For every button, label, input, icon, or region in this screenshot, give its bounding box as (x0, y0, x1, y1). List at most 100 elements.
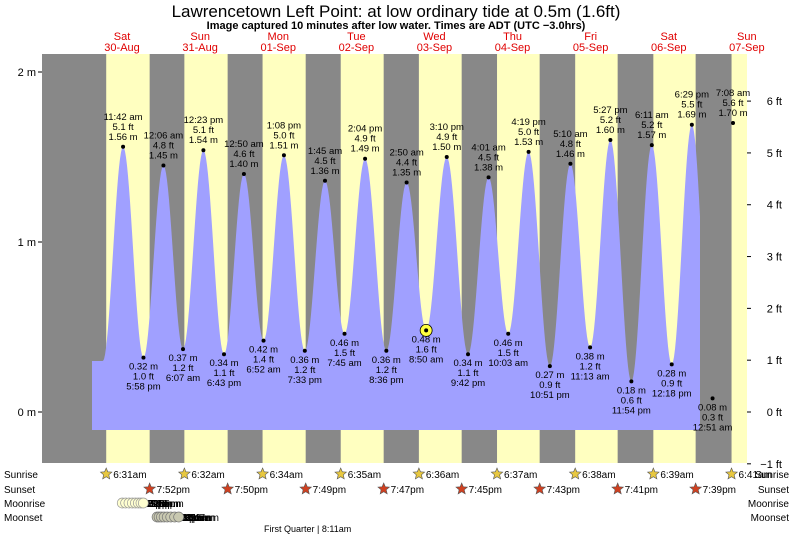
tide-label: 12:51 am (693, 422, 733, 433)
day-name: Sun (190, 31, 210, 43)
tide-point (181, 347, 186, 352)
tide-label: 4.6 ft (233, 149, 254, 160)
tide-label: 2:04 pm (348, 124, 382, 135)
tide-point (302, 348, 307, 353)
sunrise-row-label-right: Sunrise (755, 470, 789, 481)
day-name: Thu (503, 31, 522, 43)
tide-label: 6:07 am (166, 373, 200, 384)
sunrise-icon (334, 467, 348, 480)
low-tide-mark: 0.37 m1.2 ft6:07 am (166, 347, 200, 384)
day-name: Tue (347, 31, 366, 43)
right-tick-label: 2 ft (767, 303, 782, 315)
tide-label: 8:36 pm (369, 375, 403, 386)
sunset-icon (611, 482, 625, 495)
high-tide-mark: 3:10 pm4.9 ft1.50 m (430, 122, 464, 159)
low-tide-mark: 0.36 m1.2 ft7:33 pm (288, 348, 322, 386)
sunrise-icon (568, 467, 582, 480)
low-tide-mark: 0.42 m1.4 ft6:52 am (246, 338, 281, 376)
high-tide-mark: 5:27 pm5.2 ft1.60 m (593, 105, 628, 142)
tide-label: 0.6 ft (621, 395, 642, 406)
sunrise-icon (412, 467, 426, 480)
tide-label: 1.2 ft (172, 363, 193, 374)
day-date: 02-Sep (339, 42, 374, 54)
tide-point (710, 396, 715, 401)
tide-label: 6:43 pm (207, 378, 241, 389)
low-tide-mark: 0.32 m1.0 ft5:58 pm (126, 355, 161, 393)
high-tide-mark: 6:11 am5.2 ft1.57 m (635, 110, 669, 148)
sunset-time: 7:43pm (547, 485, 580, 496)
sunrise-icon (490, 467, 504, 480)
tide-label: 5.1 ft (113, 122, 134, 133)
tide-point (689, 122, 694, 127)
day-date: 04-Sep (495, 42, 530, 54)
day-name: Sun (737, 31, 757, 43)
astro-row-labels: Sunrise Sunset Moonrise Moonset Sunrise … (4, 470, 789, 524)
day-name: Fri (584, 31, 597, 43)
sunrise-time: 6:34am (270, 470, 303, 481)
tide-label: 9:42 pm (451, 378, 485, 389)
left-tick-label: 1 m (18, 237, 36, 249)
high-tide-mark: 6:29 pm5.5 ft1.69 m (675, 90, 709, 127)
tide-label: 2:50 am (389, 148, 423, 159)
tide-label: 1.49 m (351, 144, 380, 155)
day-name: Sat (114, 31, 131, 43)
tide-label: 0.38 m (576, 351, 605, 362)
high-tide-mark: 5:10 am4.8 ft1.46 m (553, 129, 588, 166)
tide-label: 4.9 ft (355, 134, 376, 145)
daylight-band (731, 54, 747, 463)
high-tide-mark: 12:06 am4.8 ft1.45 m (144, 131, 183, 168)
tide-label: 1.1 ft (213, 368, 234, 379)
sunrise-time: 6:38am (582, 470, 615, 481)
tide-label: 5.5 ft (681, 100, 702, 111)
moonset-icon (173, 511, 185, 523)
sunrise-icon (256, 467, 270, 480)
tide-point (486, 175, 491, 180)
sunset-row-label-right: Sunset (758, 485, 789, 496)
sunset-time: 7:39pm (703, 485, 736, 496)
tide-label: 12:18 pm (652, 388, 692, 399)
tide-label: 4.8 ft (560, 139, 581, 150)
tide-label: 4:01 am (471, 142, 505, 153)
tide-point (261, 338, 266, 343)
tide-label: 1.1 ft (457, 368, 478, 379)
moonset-time: 11:29pm (168, 513, 206, 524)
tide-label: 1.56 m (109, 132, 138, 143)
moonset-time: 10:46pm (166, 513, 205, 524)
moonset-time: 3:32am (182, 513, 215, 524)
moonset-time: 12:19am (171, 513, 210, 524)
tide-label: 7:33 pm (288, 375, 322, 386)
y-axes: 0 m 1 m 2 m −1 ft 0 ft 1 ft 2 ft 3 ft 4 ft 5 ft 6 … (18, 67, 782, 471)
sunrise-icon (725, 467, 739, 480)
moonset-time: 2:21am (178, 513, 211, 524)
tide-point (121, 144, 126, 149)
tide-label: 5.2 ft (600, 115, 621, 126)
chart-subtitle: Image captured 10 minutes after low wate… (207, 20, 586, 32)
sunset-icon (299, 482, 313, 495)
tide-point (731, 121, 736, 125)
right-tick-label: 5 ft (767, 148, 782, 160)
tide-label: 0.36 m (372, 355, 401, 366)
moonrise-time: 3:29pm (142, 499, 175, 510)
right-tick-label: 1 ft (767, 355, 782, 367)
tide-point (241, 172, 246, 176)
tide-label: 1.50 m (432, 142, 461, 153)
tide-label: 5.0 ft (518, 127, 539, 138)
right-tick-label: 6 ft (767, 96, 782, 108)
tide-label: 0.46 m (494, 338, 523, 349)
chart-title: Lawrencetown Left Point: at low ordinary… (172, 2, 621, 21)
day-date: 05-Sep (573, 42, 608, 54)
tide-label: 4.5 ft (478, 152, 499, 163)
sunrise-icon (99, 467, 113, 480)
tide-point (322, 178, 327, 183)
tide-point (669, 362, 674, 367)
sunrise-time: 6:37am (504, 470, 537, 481)
tide-label: 6:29 pm (675, 90, 709, 101)
tide-point (404, 180, 409, 185)
tide-label: 3:10 pm (430, 122, 464, 133)
tide-label: 11:42 am (104, 112, 143, 123)
high-tide-mark: 1:08 pm5.0 ft1.51 m (267, 120, 301, 158)
tide-point (141, 355, 146, 360)
